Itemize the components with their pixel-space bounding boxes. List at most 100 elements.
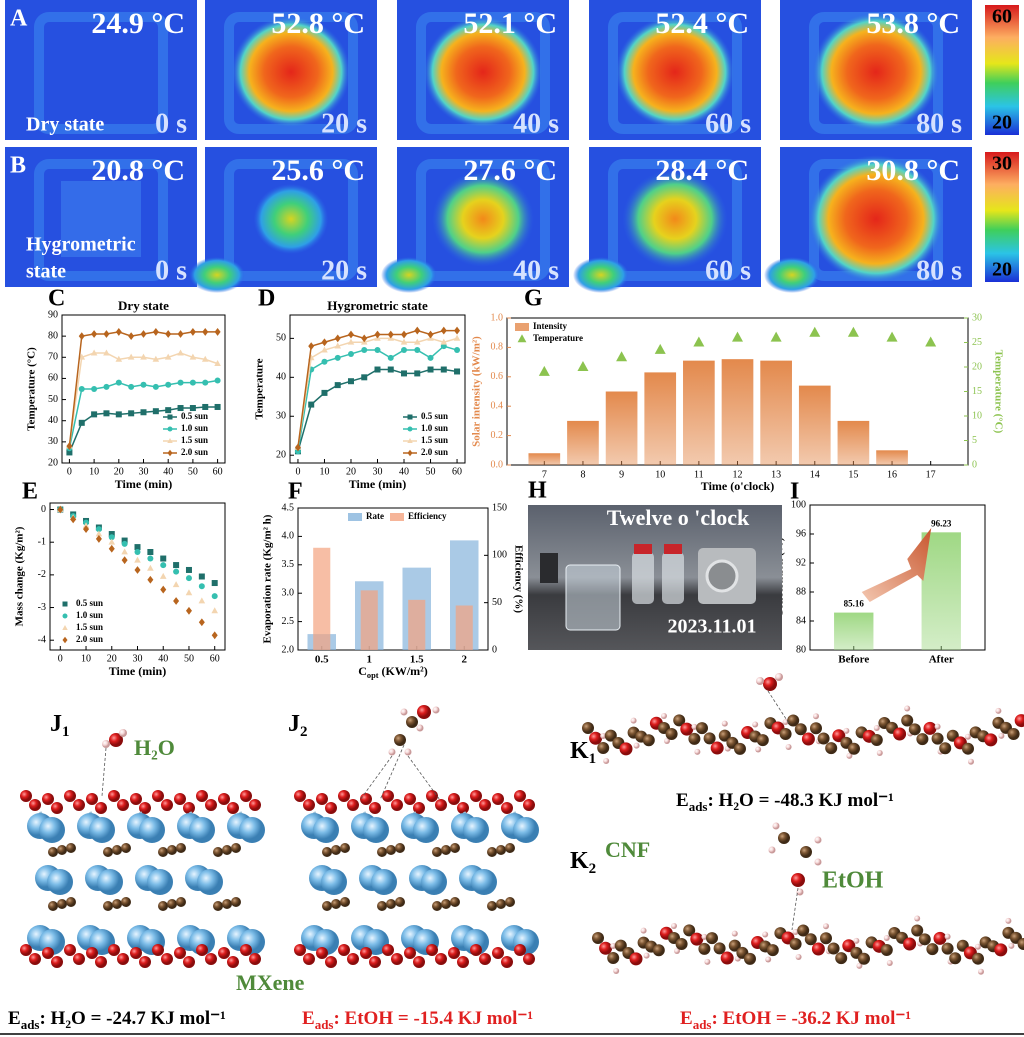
atom: [369, 956, 381, 968]
atom: [633, 742, 640, 749]
panel-letter: D: [258, 286, 275, 312]
atom: [703, 732, 716, 745]
marker: [83, 525, 90, 534]
atom: [331, 845, 341, 855]
marker: [401, 330, 408, 339]
y2-tick-label: 0: [492, 644, 497, 655]
substrate: MXene: [236, 970, 305, 995]
y2-tick-label: 25: [972, 337, 982, 348]
marker: [128, 332, 135, 341]
x-tick-label: 20: [346, 466, 356, 477]
atom: [432, 847, 442, 857]
atom: [505, 897, 515, 907]
marker: [427, 330, 434, 339]
atom: [965, 733, 971, 740]
symbol: C: [358, 664, 367, 678]
atom: [471, 869, 497, 895]
marker: [202, 328, 209, 336]
atom: [316, 793, 328, 805]
subscript: 2: [589, 861, 597, 877]
marker: [167, 438, 173, 443]
atom: [196, 790, 208, 802]
marker: [202, 403, 209, 410]
marker: [374, 330, 381, 339]
atom: [313, 817, 339, 843]
y-tick-label: 3.5: [282, 559, 295, 570]
atom: [218, 947, 230, 959]
marker: [91, 411, 98, 418]
x-tick-label: 0: [58, 653, 63, 664]
atom: [89, 817, 115, 843]
chart: D Hygrometric state 20 30 40 50 0 10 20 30 40 50 60 T…: [254, 286, 466, 491]
atom: [984, 733, 998, 747]
marker: [177, 330, 184, 338]
x-tick-label: 10: [81, 653, 91, 664]
atom: [765, 956, 772, 963]
temperature-label: 24.9 °C: [91, 7, 185, 40]
atom: [710, 741, 724, 755]
atom: [176, 843, 186, 853]
atom: [189, 929, 215, 955]
atom: [949, 952, 962, 965]
marker: [108, 531, 115, 538]
y-tick-label: 4.0: [282, 531, 295, 542]
marker: [66, 449, 73, 456]
atom: [112, 845, 122, 855]
x-tick-label: 1: [367, 654, 373, 666]
marker: [214, 403, 221, 410]
marker: [407, 449, 413, 457]
atom: [147, 869, 173, 895]
bar: [528, 453, 561, 465]
bottle-cap: [664, 544, 682, 554]
marker: [185, 606, 192, 615]
atom: [814, 858, 822, 866]
atom: [382, 944, 394, 956]
atom: [64, 944, 76, 956]
photo-caption: Twelve o 'clock: [607, 505, 750, 530]
y-tick-label: 20: [48, 457, 58, 468]
panel-letter: A: [10, 6, 28, 32]
marker: [886, 331, 898, 342]
marker: [140, 409, 147, 416]
marker: [78, 332, 85, 341]
temperature-label: 53.8 °C: [866, 7, 960, 40]
device-outline: [34, 12, 168, 134]
marker: [427, 354, 434, 361]
atom: [322, 847, 332, 857]
marker: [57, 505, 64, 514]
atom: [944, 933, 951, 940]
marker: [334, 342, 342, 349]
hot-spot: [253, 183, 329, 255]
atom: [923, 721, 937, 735]
chart: G 0.0 0.2 0.4 0.6 0.8 1.0 0 5 10 15 20 25 30 7 8 9 10 11 12…: [471, 286, 1005, 493]
legend-label: Rate: [366, 511, 384, 521]
y-axis-label: Evaporation rate (Kg/m² h): [262, 514, 274, 643]
atom: [227, 802, 239, 814]
marker: [62, 625, 68, 630]
marker: [103, 349, 110, 356]
adsorption-energy: Eads: H₂O = -24.7 KJ mol⁻¹: [8, 1008, 226, 1032]
atom: [457, 956, 469, 968]
atom: [432, 706, 440, 714]
atom: [213, 847, 223, 857]
marker: [108, 534, 115, 541]
atom: [801, 732, 815, 746]
atom: [231, 843, 241, 853]
legend-label: 0.5 sun: [181, 411, 208, 421]
legend-label: 2.0 sun: [421, 447, 448, 457]
hot-spot: [432, 171, 534, 267]
marker: [121, 540, 128, 547]
atom: [848, 742, 860, 755]
atom: [589, 731, 603, 745]
atom: [926, 943, 939, 956]
marker: [160, 562, 167, 569]
atom: [688, 732, 701, 745]
atom: [853, 937, 860, 944]
y-tick-label: 88: [796, 586, 806, 597]
atom: [130, 947, 142, 959]
marker: [374, 366, 381, 373]
atom: [139, 802, 151, 814]
atom: [903, 937, 917, 951]
legend-label: 2.0 sun: [181, 447, 208, 457]
marker: [732, 331, 743, 342]
